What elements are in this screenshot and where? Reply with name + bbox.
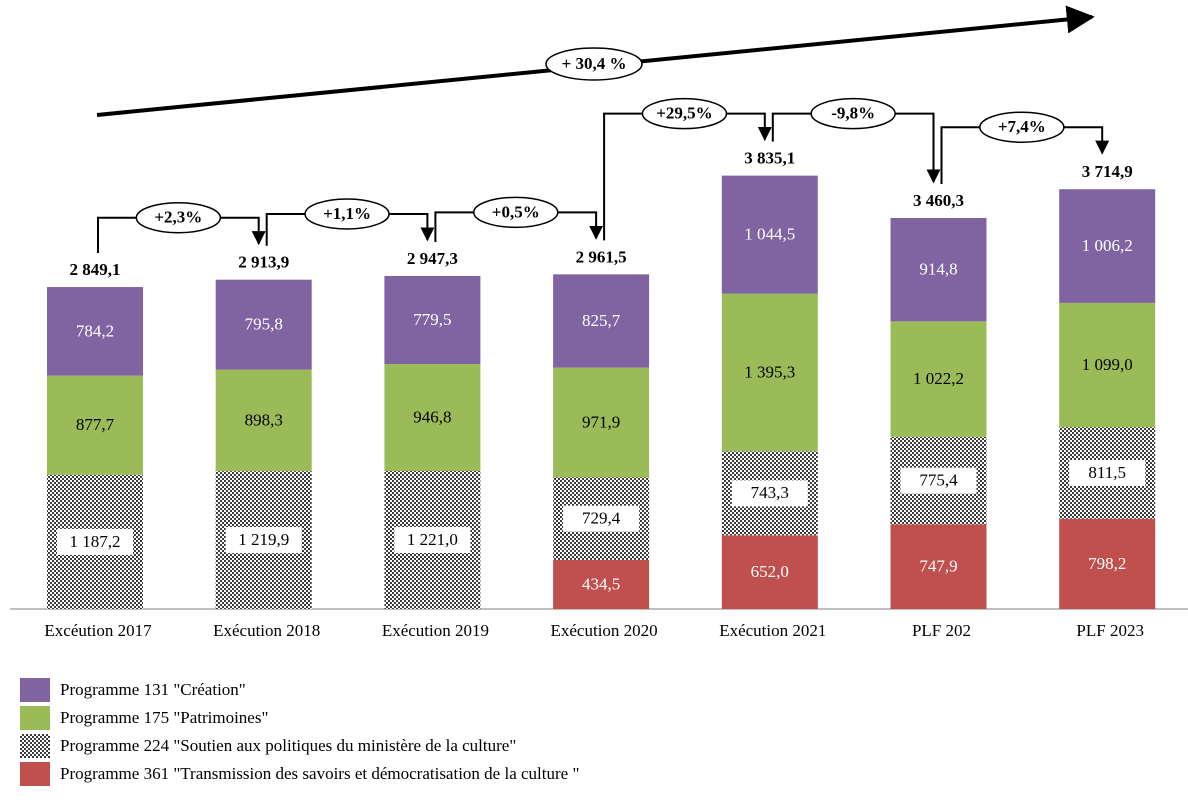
label-box xyxy=(563,505,640,532)
x-tick-label: Exécution 2021 xyxy=(719,621,826,640)
value-label: 775,4 xyxy=(919,471,958,490)
bar-segment xyxy=(215,369,312,472)
change-label: +29,5% xyxy=(656,104,712,123)
value-label: 779,5 xyxy=(413,310,451,329)
bar-segment xyxy=(1059,189,1156,303)
legend-label: Programme 175 "Patrimoines" xyxy=(60,708,268,727)
bar-segment xyxy=(1059,518,1156,609)
legend-label: Programme 361 "Transmission des savoirs … xyxy=(60,764,579,783)
value-label: 1 221,0 xyxy=(407,530,458,549)
value-label: 1 219,9 xyxy=(238,530,289,549)
value-label: 1 006,2 xyxy=(1082,236,1133,255)
value-label: 743,3 xyxy=(751,483,789,502)
bar-segment xyxy=(384,275,481,365)
total-label: 2 849,1 xyxy=(70,260,121,279)
legend-label: Programme 131 "Création" xyxy=(60,680,246,699)
bar-segment xyxy=(553,367,650,478)
bar-segment xyxy=(553,274,650,368)
total-label: 2 913,9 xyxy=(238,253,289,272)
legend-label: Programme 224 "Soutien aux politiques du… xyxy=(60,736,516,755)
label-box xyxy=(225,527,302,554)
value-label: 914,8 xyxy=(919,260,957,279)
change-label: +7,4% xyxy=(998,117,1046,136)
label-box xyxy=(731,480,808,507)
x-tick-label: Exécution 2020 xyxy=(551,621,658,640)
bar-segment xyxy=(890,217,987,322)
bar-segment xyxy=(553,559,650,609)
label-box xyxy=(900,467,977,494)
bar-segment xyxy=(721,175,818,294)
label-box xyxy=(1069,459,1146,486)
change-label: -9,8% xyxy=(831,104,875,123)
value-label: 795,8 xyxy=(245,315,283,334)
change-bubble xyxy=(641,97,728,130)
value-label: 1 099,0 xyxy=(1082,355,1133,374)
value-label: 825,7 xyxy=(582,311,621,330)
change-bubble xyxy=(979,111,1065,143)
total-label: 3 460,3 xyxy=(913,191,964,210)
bar-segment xyxy=(215,279,312,370)
total-label: 2 947,3 xyxy=(407,249,458,268)
x-tick-label: PLF 2023 xyxy=(1076,621,1144,640)
bar-segment xyxy=(47,375,143,475)
value-label: 652,0 xyxy=(751,562,789,581)
bar-segment xyxy=(890,321,987,437)
value-label: 784,2 xyxy=(76,321,114,340)
value-label: 971,9 xyxy=(582,412,620,431)
x-tick-label: Excéution 2017 xyxy=(44,621,152,640)
overall-change: + 30,4 % xyxy=(562,54,627,73)
label-box xyxy=(394,527,471,554)
change-label: +0,5% xyxy=(492,202,540,221)
value-label: 1 395,3 xyxy=(744,362,795,381)
change-label: +1,1% xyxy=(323,204,371,223)
overall-bubble xyxy=(545,47,643,81)
value-label: 747,9 xyxy=(919,557,957,576)
value-label: 946,8 xyxy=(413,407,451,426)
legend-swatch xyxy=(20,678,50,702)
value-label: 1 044,5 xyxy=(744,225,795,244)
change-label: +2,3% xyxy=(154,208,202,227)
total-label: 3 714,9 xyxy=(1082,162,1133,181)
legend-swatch xyxy=(20,734,50,758)
value-label: 798,2 xyxy=(1088,554,1126,573)
value-label: 1 187,2 xyxy=(70,532,121,551)
value-label: 898,3 xyxy=(245,410,283,429)
x-tick-label: Exécution 2018 xyxy=(213,621,320,640)
bar-segment xyxy=(721,535,818,609)
x-tick-label: Exécution 2019 xyxy=(382,621,489,640)
value-label: 811,5 xyxy=(1088,463,1126,482)
total-label: 2 961,5 xyxy=(576,247,627,266)
value-label: 877,7 xyxy=(76,415,115,434)
value-label: 729,4 xyxy=(582,509,621,528)
change-bubble xyxy=(473,196,559,229)
bar-segment xyxy=(890,524,987,609)
label-box xyxy=(57,528,133,555)
legend-swatch xyxy=(20,706,50,730)
bar-segment xyxy=(47,287,143,376)
bar-segment xyxy=(1059,302,1156,428)
legend-swatch xyxy=(20,762,50,786)
bar-segment xyxy=(384,364,481,472)
x-tick-label: PLF 202 xyxy=(912,621,971,640)
value-label: 434,5 xyxy=(582,574,620,593)
total-label: 3 835,1 xyxy=(744,149,795,168)
value-label: 1 022,2 xyxy=(913,369,964,388)
change-bubble xyxy=(810,97,896,130)
change-bubble xyxy=(135,201,222,234)
change-bubble xyxy=(304,198,390,230)
bar-segment xyxy=(721,293,818,452)
